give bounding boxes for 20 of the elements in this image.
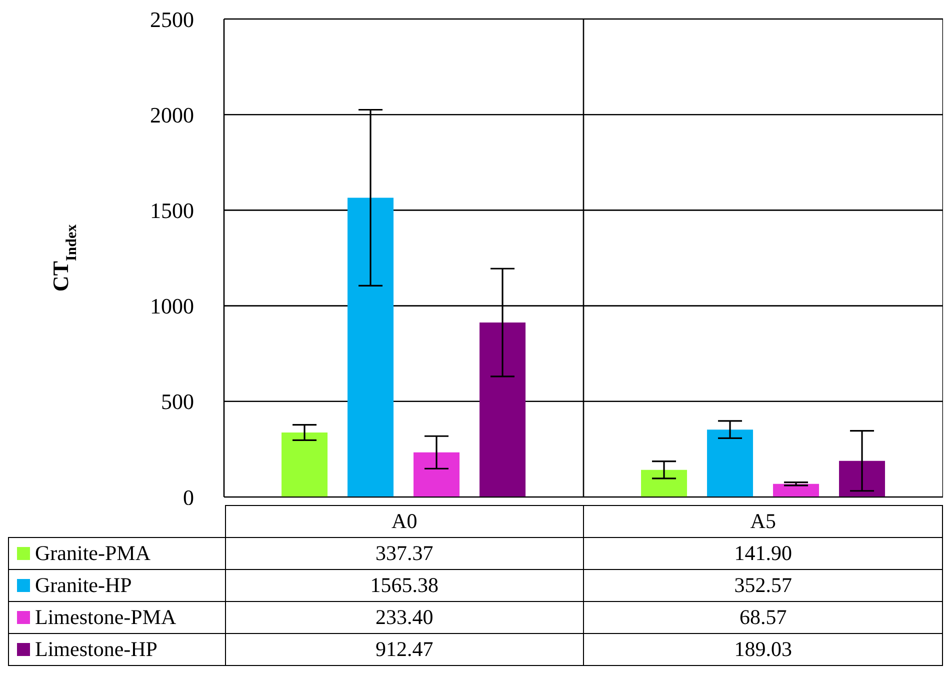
y-tick-label: 1500 xyxy=(150,198,194,224)
data-label: 352.57 xyxy=(584,570,942,602)
x-tick-label: A0 xyxy=(225,506,584,538)
data-label: 68.57 xyxy=(584,602,942,634)
data-label: 141.90 xyxy=(584,538,942,570)
data-label: 337.37 xyxy=(225,538,584,570)
legend-label: Limestone-PMA xyxy=(35,605,176,629)
legend-label: Limestone-HP xyxy=(35,637,158,661)
data-label: 233.40 xyxy=(225,602,584,634)
y-tick-label: 500 xyxy=(161,389,194,414)
x-tick-label: A5 xyxy=(584,506,942,538)
y-tick-label: 0 xyxy=(183,484,194,510)
legend-label: Granite-PMA xyxy=(35,541,150,565)
data-label: 1565.38 xyxy=(225,570,584,602)
y-tick-label: 2500 xyxy=(150,6,194,32)
data-label: 189.03 xyxy=(584,634,942,666)
data-label: 912.47 xyxy=(225,634,584,666)
y-tick-label: 1000 xyxy=(150,294,194,319)
legend-label: Granite-HP xyxy=(35,573,132,597)
y-tick-label: 2000 xyxy=(150,102,194,128)
